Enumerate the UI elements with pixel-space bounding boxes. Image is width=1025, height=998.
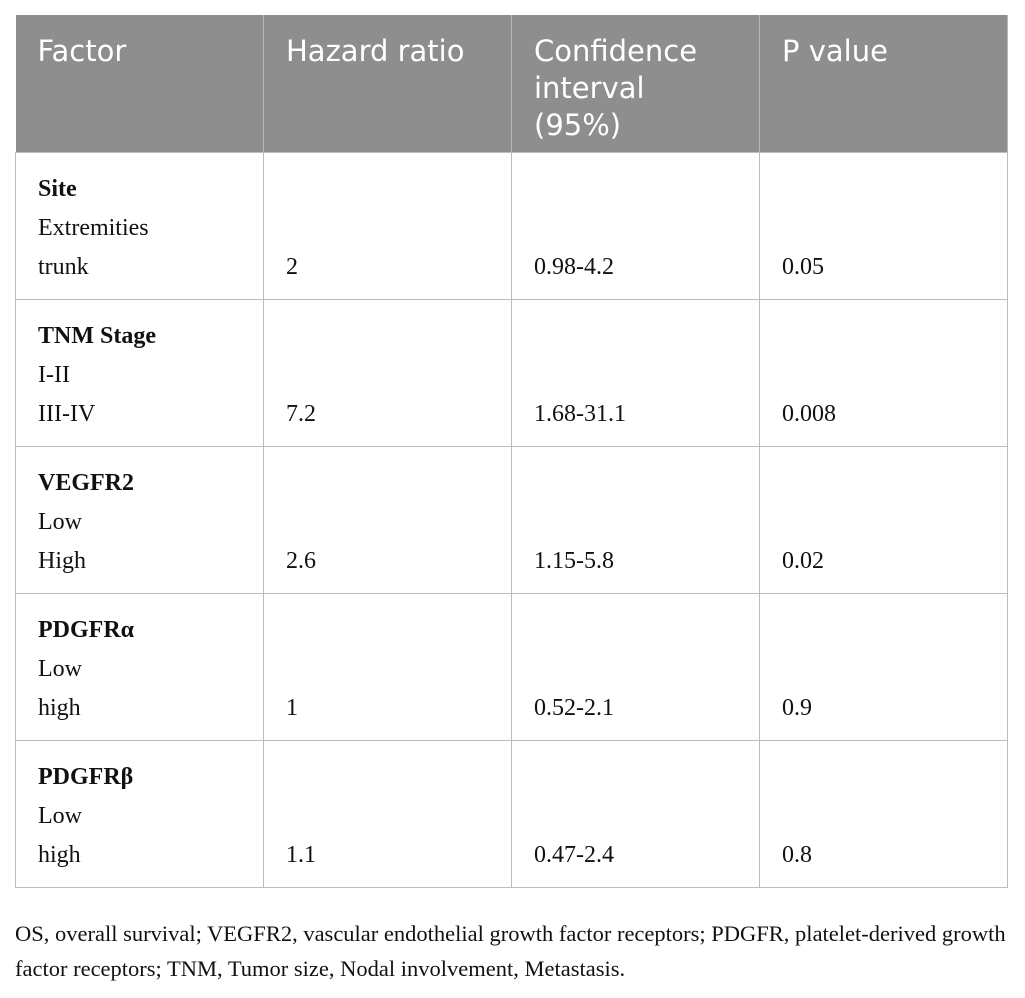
p-cell: 0.008 <box>759 298 1008 447</box>
ci: 0.98-4.2 <box>534 253 614 280</box>
p: 0.8 <box>782 841 812 868</box>
level-label: Low <box>38 802 82 829</box>
hazard-ratio: 2 <box>286 253 298 280</box>
hazard-ratio-cell: 2 <box>263 151 512 300</box>
header-cell: Factor <box>15 15 264 152</box>
table-row: PDGFRα Low high 1 0.52-2.1 0.9 <box>15 592 1008 741</box>
hazard-ratio: 2.6 <box>286 547 316 574</box>
ci: 0.52-2.1 <box>534 694 614 721</box>
factor-cell: PDGFRβ Low high <box>15 739 264 888</box>
level-label: I-II <box>38 361 70 388</box>
factor-cell: VEGFR2 Low High <box>15 445 264 594</box>
factor-name: VEGFR2 <box>38 469 134 496</box>
ci-cell: 0.52-2.1 <box>511 592 760 741</box>
ci-cell: 1.15-5.8 <box>511 445 760 594</box>
ci-cell: 0.98-4.2 <box>511 151 760 300</box>
level-label: trunk <box>38 253 89 280</box>
p-cell: 0.9 <box>759 592 1008 741</box>
factor-cell: TNM Stage I-II III-IV <box>15 298 264 447</box>
level-label: III-IV <box>38 400 96 427</box>
table-row: TNM Stage I-II III-IV 7.2 1.68-31.1 0.008 <box>15 298 1008 447</box>
hazard-ratio-cell: 2.6 <box>263 445 512 594</box>
header-cell: P value <box>759 15 1008 152</box>
level-label: Low <box>38 508 82 535</box>
level-label: High <box>38 547 86 574</box>
footnote: OS, overall survival; VEGFR2, vascular e… <box>15 921 1006 981</box>
factor-name: PDGFRα <box>38 616 135 643</box>
factor-name: Site <box>38 175 77 202</box>
hazard-ratio-cell: 1 <box>263 592 512 741</box>
level-label: Extremities <box>38 214 149 241</box>
ci: 1.15-5.8 <box>534 547 614 574</box>
hazard-ratio-cell: 7.2 <box>263 298 512 447</box>
p-cell: 0.8 <box>759 739 1008 888</box>
p: 0.9 <box>782 694 812 721</box>
table-row: PDGFRβ Low high 1.1 0.47-2.4 0.8 <box>15 739 1008 888</box>
p-cell: 0.02 <box>759 445 1008 594</box>
header-cell: Confidence interval (95%) <box>511 15 760 152</box>
ci-cell: 1.68-31.1 <box>511 298 760 447</box>
factor-name: TNM Stage <box>38 322 156 349</box>
ci-cell: 0.47-2.4 <box>511 739 760 888</box>
p: 0.02 <box>782 547 824 574</box>
hazard-ratio: 7.2 <box>286 400 316 427</box>
factor-cell: Site Extremities trunk <box>15 151 264 300</box>
hazard-ratio-cell: 1.1 <box>263 739 512 888</box>
ci: 0.47-2.4 <box>534 841 614 868</box>
table-body: Site Extremities trunk 2 0.98-4.2 0.05 TNM Sta… <box>15 151 1008 888</box>
hazard-ratio: 1 <box>286 694 298 721</box>
level-label: Low <box>38 655 82 682</box>
level-label: high <box>38 694 81 721</box>
factor-cell: PDGFRα Low high <box>15 592 264 741</box>
factor-name: PDGFRβ <box>38 763 134 790</box>
table-row: Site Extremities trunk 2 0.98-4.2 0.05 <box>15 151 1008 300</box>
header-row: Factor Hazard ratio Confidence interval (9… <box>15 15 1008 152</box>
p: 0.05 <box>782 253 824 280</box>
hazard-ratio: 1.1 <box>286 841 316 868</box>
header-cell: Hazard ratio <box>263 15 512 152</box>
table-row: VEGFR2 Low High 2.6 1.15-5.8 0.02 <box>15 445 1008 594</box>
p-cell: 0.05 <box>759 151 1008 300</box>
results-table: Factor Hazard ratio Confidence interval (9… <box>15 15 1008 888</box>
level-label: high <box>38 841 81 868</box>
p: 0.008 <box>782 400 836 427</box>
ci: 1.68-31.1 <box>534 400 626 427</box>
